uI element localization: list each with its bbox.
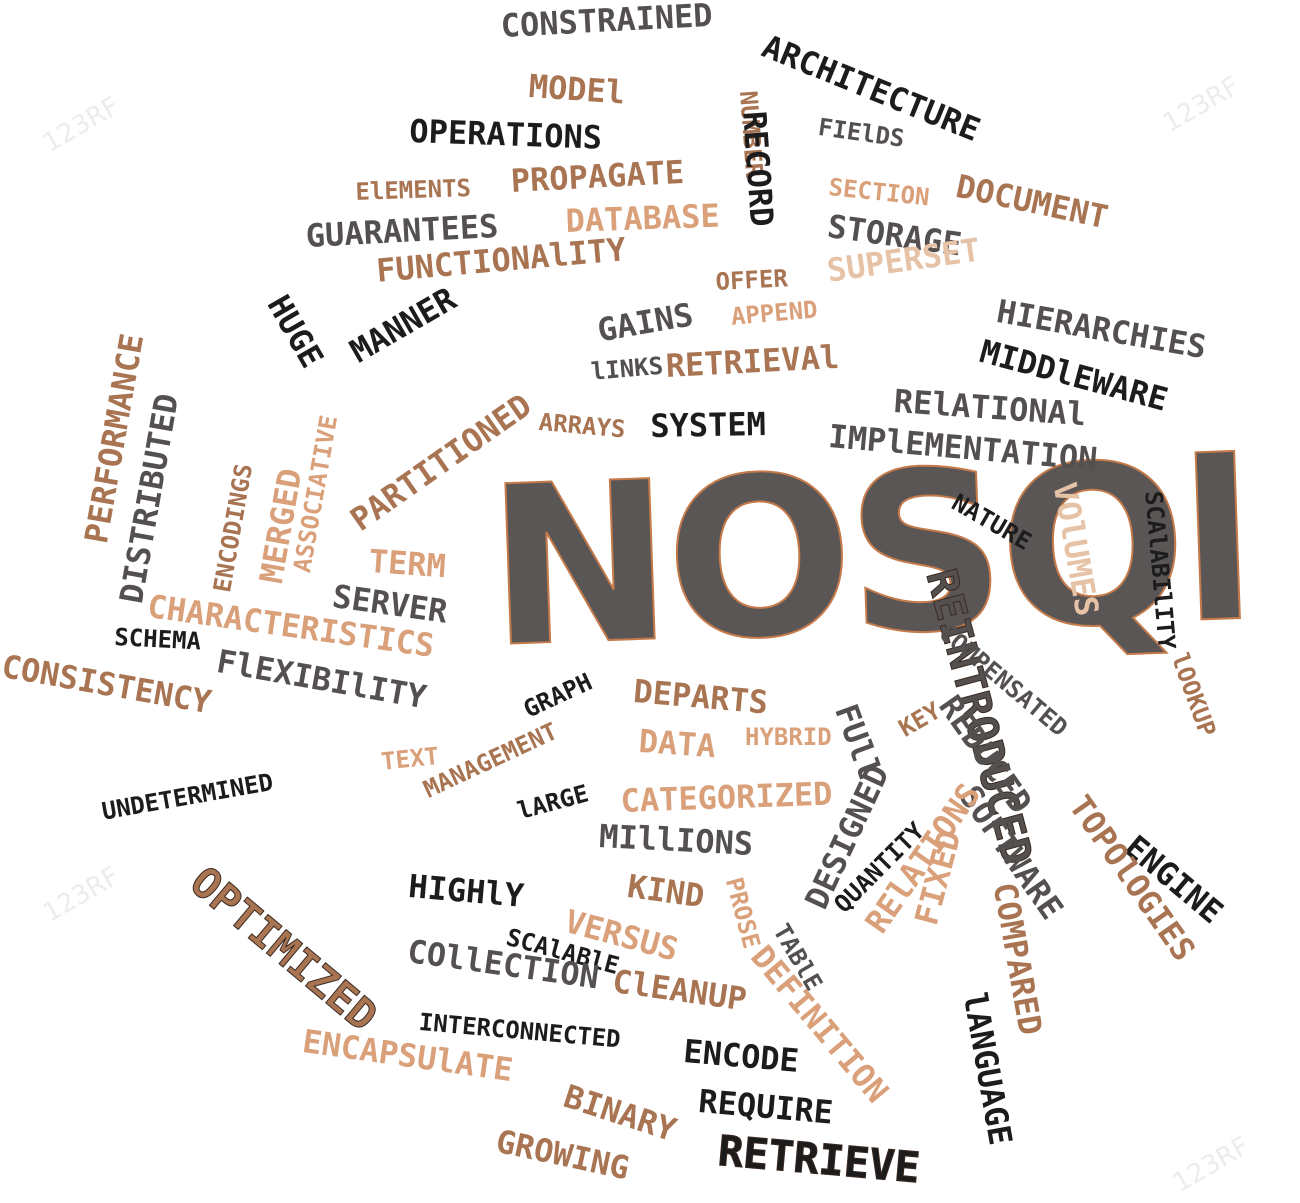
cloud-word: ENCODINGS bbox=[208, 461, 259, 595]
cloud-word: GROWING bbox=[492, 1122, 633, 1188]
cloud-word: HIGHlY bbox=[406, 867, 526, 915]
cloud-word: CONSISTENCY bbox=[0, 647, 215, 722]
cloud-word: CONSTRAINED bbox=[499, 0, 714, 45]
cloud-word: ENCODE bbox=[681, 1032, 801, 1080]
cloud-word: OPTIMIZED bbox=[181, 856, 388, 1041]
cloud-word: DOCUMENT bbox=[952, 167, 1112, 237]
cloud-word: OPERATIONS bbox=[408, 112, 603, 157]
cloud-word: MODEl bbox=[527, 67, 627, 112]
cloud-word: TERM bbox=[367, 542, 448, 586]
cloud-word: ElEMENTS bbox=[354, 173, 472, 206]
cloud-word: RECORD bbox=[735, 109, 782, 228]
watermark-1: 123RF bbox=[38, 91, 125, 159]
cloud-word: SECTION bbox=[827, 173, 931, 212]
cloud-word: PROPAGATE bbox=[509, 152, 685, 200]
cloud-word: SCHEMA bbox=[113, 623, 202, 656]
cloud-word: ClEANUP bbox=[610, 962, 749, 1019]
cloud-word: HUGE bbox=[259, 288, 332, 375]
cloud-word: HYBRID bbox=[745, 723, 832, 751]
cloud-word: UNDETERMINED bbox=[99, 767, 276, 826]
cloud-word: RETRIEVAl bbox=[664, 337, 840, 385]
cloud-word: BINARY bbox=[559, 1077, 681, 1150]
cloud-word: RETRIEVE bbox=[716, 1126, 923, 1193]
cloud-word: FIElDS bbox=[816, 113, 907, 153]
cloud-word: PROSE bbox=[719, 874, 766, 952]
cloud-word: GAINS bbox=[594, 295, 696, 350]
cloud-word: MANAGEMENT bbox=[419, 717, 562, 804]
cloud-word: SYSTEM bbox=[649, 404, 767, 445]
cloud-word: CATEGORIZED bbox=[619, 774, 834, 820]
cloud-word: lINKS bbox=[589, 351, 665, 386]
cloud-word: APPEND bbox=[729, 295, 819, 331]
watermark-4: 123RF bbox=[1168, 1131, 1255, 1199]
cloud-word: DATABASE bbox=[564, 196, 721, 240]
watermark-3: 123RF bbox=[38, 861, 125, 929]
cloud-word: DEFINITION bbox=[743, 938, 897, 1111]
cloud-word: DATA bbox=[637, 722, 718, 766]
cloud-word: MIllIONS bbox=[598, 817, 755, 864]
cloud-word: lARGE bbox=[514, 779, 592, 826]
watermark-2: 123RF bbox=[1158, 71, 1245, 139]
cloud-word: ARRAYS bbox=[537, 408, 627, 444]
cloud-word: MANNER bbox=[343, 279, 463, 371]
cloud-word: TEXT bbox=[379, 741, 441, 776]
cloud-word: KIND bbox=[625, 867, 707, 916]
cloud-word: OFFER bbox=[714, 264, 789, 296]
cloud-word: REQUIRE bbox=[696, 1082, 835, 1132]
